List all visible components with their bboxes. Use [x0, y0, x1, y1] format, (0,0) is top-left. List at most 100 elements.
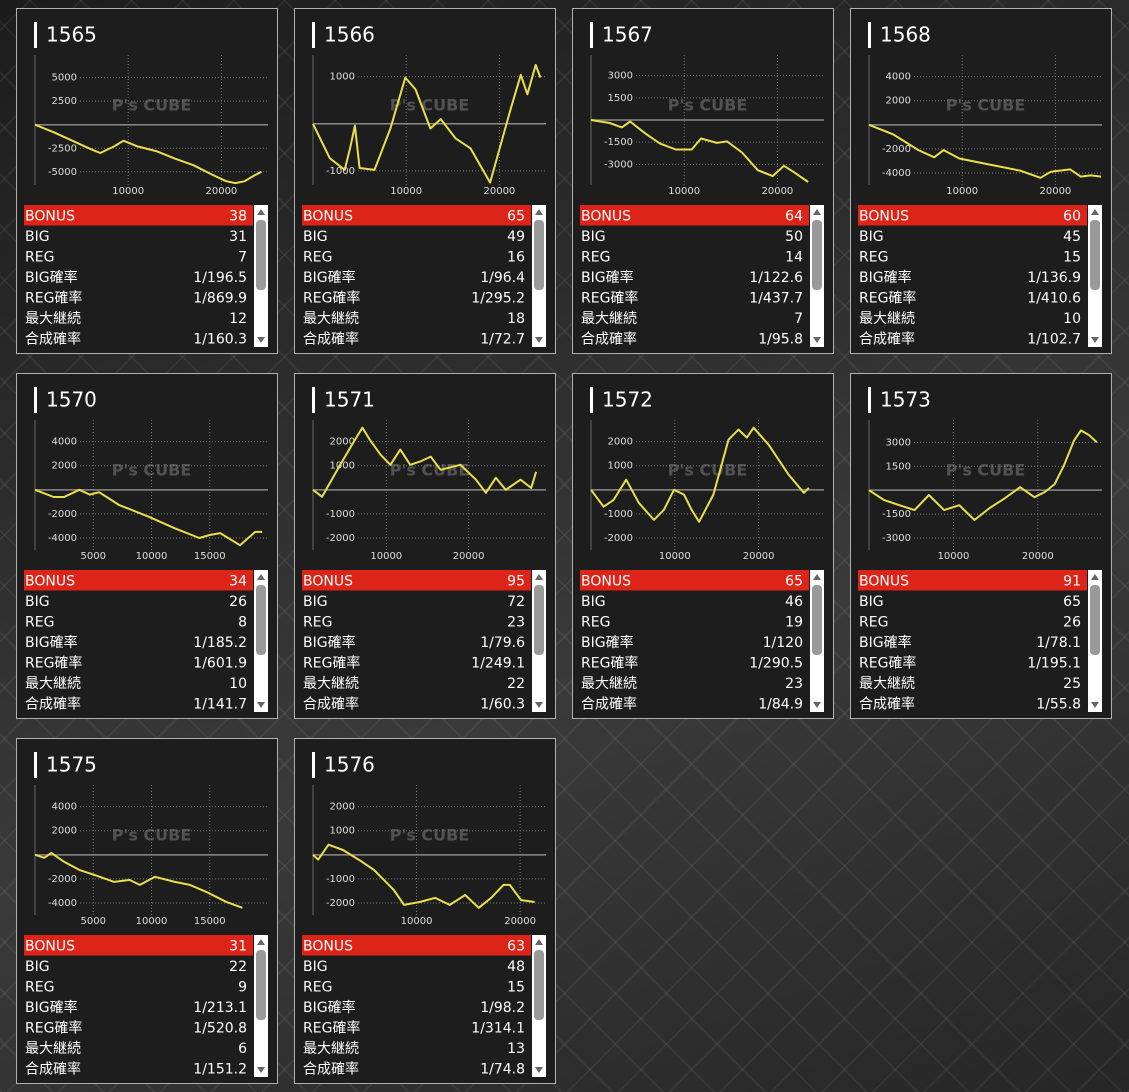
- stat-value: 18: [507, 311, 525, 327]
- scroll-down-arrow: [1091, 337, 1099, 343]
- x-tick-label: 20000: [504, 916, 536, 927]
- balance-line: [590, 119, 809, 183]
- stat-value: 31: [229, 938, 247, 954]
- stat-value: 1/520.8: [193, 1020, 247, 1036]
- stat-value: 63: [507, 938, 525, 954]
- scrollbar-thumb: [1090, 585, 1100, 655]
- stat-value: 1/249.1: [471, 655, 525, 671]
- stat-label: BONUS: [25, 208, 75, 224]
- title-marker: [312, 22, 315, 48]
- bonus-row-highlight: [24, 570, 253, 591]
- bonus-row-highlight: [580, 205, 809, 226]
- stat-value: 34: [229, 573, 247, 589]
- stat-label: 最大継続: [25, 310, 81, 327]
- stat-value: 1/95.8: [758, 331, 803, 347]
- stat-label: REG確率: [25, 1019, 82, 1036]
- scroll-down-arrow: [257, 1067, 265, 1073]
- balance-line: [312, 63, 542, 184]
- stat-value: 12: [229, 311, 247, 327]
- y-tick-label: 2500: [52, 96, 77, 107]
- stat-label: REG確率: [581, 654, 638, 671]
- stat-label: BIG確率: [859, 634, 912, 651]
- watermark: P's CUBE: [390, 96, 470, 115]
- stat-value: 1/78.1: [1036, 635, 1081, 651]
- stat-label: 合成確率: [581, 330, 637, 347]
- stat-value: 1/74.8: [480, 1061, 525, 1077]
- stat-label: BIG: [581, 594, 606, 610]
- stat-value: 1/79.6: [480, 635, 525, 651]
- stat-value: 49: [507, 229, 525, 245]
- title-marker: [590, 387, 593, 413]
- balance-line: [34, 123, 262, 185]
- panel-title: 1576: [324, 753, 375, 777]
- stat-label: BONUS: [25, 938, 75, 954]
- stat-label: BONUS: [581, 573, 631, 589]
- stat-label: 合成確率: [303, 695, 359, 712]
- x-tick-label: 20000: [743, 551, 775, 562]
- y-tick-label: 4000: [52, 802, 77, 813]
- stat-value: 1/195.1: [1027, 655, 1081, 671]
- stat-label: 合成確率: [859, 330, 915, 347]
- stat-label: BIG: [581, 229, 606, 245]
- machine-panel: 1567 P's CUBE -3000 -1500 1500 3000 10000 20000…: [572, 8, 834, 354]
- y-tick-label: -2000: [604, 533, 633, 544]
- y-tick-label: 2000: [52, 826, 77, 837]
- machine-panel: 1570 P's CUBE -4000 -2000 2000 4000 5000 10000 1…: [16, 373, 278, 719]
- scroll-down-arrow: [535, 1067, 543, 1073]
- stat-value: 1/60.3: [480, 696, 525, 712]
- balance-line: [34, 488, 263, 547]
- y-tick-label: 1500: [886, 461, 911, 472]
- stat-value: 60: [1063, 208, 1081, 224]
- scroll-up-arrow: [813, 574, 821, 580]
- y-tick-label: -4000: [48, 898, 77, 909]
- stat-label: BIG確率: [303, 999, 356, 1016]
- stat-label: REG: [25, 979, 54, 995]
- scrollbar-thumb: [256, 585, 266, 655]
- machine-panel: 1568 P's CUBE -4000 -2000 2000 4000 10000 20000…: [850, 8, 1112, 354]
- scroll-down-arrow: [257, 337, 265, 343]
- watermark: P's CUBE: [946, 461, 1026, 480]
- stat-value: 9: [238, 979, 247, 995]
- y-tick-label: 5000: [52, 73, 77, 84]
- stat-value: 1/122.6: [749, 270, 803, 286]
- panel-frame: [16, 738, 278, 1084]
- balance-line: [312, 426, 538, 498]
- stat-value: 1/72.7: [480, 331, 525, 347]
- panel-title: 1570: [46, 388, 97, 412]
- y-tick-label: -2000: [48, 874, 77, 885]
- stat-value: 45: [1063, 229, 1081, 245]
- machine-panel: 1572 P's CUBE -2000 -1000 1000 2000 10000 20000…: [572, 373, 834, 719]
- x-tick-label: 10000: [136, 916, 168, 927]
- stat-label: REG確率: [303, 1019, 360, 1036]
- y-tick-label: -1500: [882, 509, 911, 520]
- x-tick-label: 10000: [668, 186, 700, 197]
- stat-value: 50: [785, 229, 803, 245]
- scrollbar-thumb: [812, 220, 822, 290]
- stat-label: 最大継続: [581, 310, 637, 327]
- title-marker: [868, 387, 871, 413]
- stat-value: 1/98.2: [480, 1000, 525, 1016]
- stat-label: 最大継続: [859, 675, 915, 692]
- stat-label: BIG確率: [859, 269, 912, 286]
- stat-label: BIG確率: [303, 269, 356, 286]
- stat-value: 6: [238, 1041, 247, 1057]
- x-tick-label: 10000: [946, 186, 978, 197]
- scroll-down-arrow: [813, 337, 821, 343]
- stat-value: 1/102.7: [1027, 331, 1081, 347]
- scroll-up-arrow: [257, 209, 265, 215]
- stat-value: 8: [238, 614, 247, 630]
- x-tick-label: 10000: [659, 551, 691, 562]
- scroll-up-arrow: [1091, 209, 1099, 215]
- watermark: P's CUBE: [390, 826, 470, 845]
- stat-label: 合成確率: [581, 695, 637, 712]
- watermark: P's CUBE: [946, 96, 1026, 115]
- bonus-row-highlight: [24, 205, 253, 226]
- y-tick-label: 2000: [608, 437, 633, 448]
- stat-label: BONUS: [25, 573, 75, 589]
- bonus-row-highlight: [24, 935, 253, 956]
- x-tick-label: 20000: [205, 186, 237, 197]
- stat-label: 最大継続: [25, 675, 81, 692]
- y-tick-label: -1000: [326, 874, 355, 885]
- scrollbar-thumb: [256, 220, 266, 290]
- scrollbar-thumb: [1090, 220, 1100, 290]
